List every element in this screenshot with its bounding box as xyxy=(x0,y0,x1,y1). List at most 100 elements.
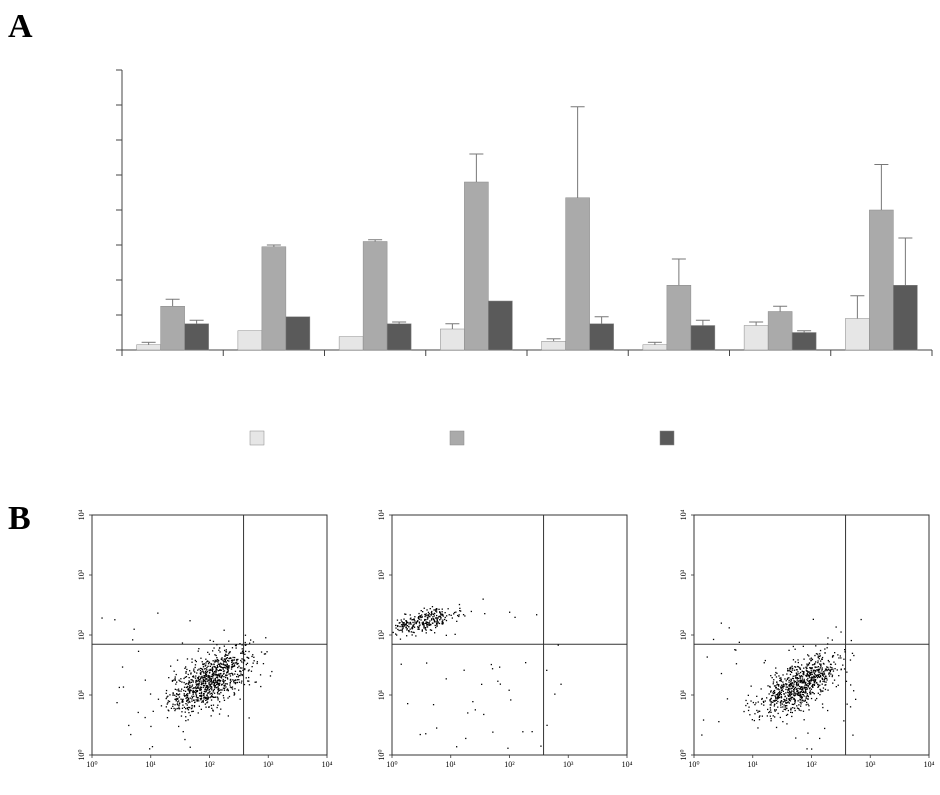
event-dot xyxy=(167,695,169,697)
event-dot xyxy=(406,628,408,630)
event-dot xyxy=(792,675,794,677)
event-dot xyxy=(800,687,802,689)
event-dot xyxy=(240,652,242,654)
event-dot xyxy=(402,624,404,626)
event-dot xyxy=(194,677,197,679)
event-dot xyxy=(222,659,224,662)
event-dot xyxy=(175,683,177,685)
event-dot xyxy=(197,650,199,652)
event-dot xyxy=(216,692,219,694)
event-dot xyxy=(206,699,208,701)
event-dot xyxy=(242,669,244,671)
bar xyxy=(362,241,388,351)
event-dot xyxy=(181,701,183,703)
event-dot xyxy=(403,625,405,627)
event-dot xyxy=(831,639,833,641)
event-dot xyxy=(206,660,208,663)
event-dot xyxy=(788,677,790,679)
event-dot xyxy=(192,690,194,692)
event-dot xyxy=(794,661,797,663)
event-dot xyxy=(196,679,198,682)
event-dot xyxy=(204,691,207,693)
event-dot xyxy=(819,737,821,740)
event-dot xyxy=(757,711,759,713)
bar xyxy=(237,330,263,351)
event-dot xyxy=(423,625,425,627)
event-dot xyxy=(804,684,806,686)
event-dot xyxy=(175,699,177,701)
event-dot xyxy=(404,613,406,615)
event-dot xyxy=(244,668,246,670)
event-dot xyxy=(196,684,198,686)
event-dot xyxy=(203,668,206,670)
event-dot xyxy=(791,669,794,671)
event-dot xyxy=(811,667,813,669)
event-dot xyxy=(800,709,802,712)
event-dot xyxy=(781,703,783,705)
event-dot xyxy=(803,674,805,676)
event-dot xyxy=(206,680,208,682)
event-dot xyxy=(230,687,233,689)
event-dot xyxy=(210,683,212,685)
event-dot xyxy=(812,671,814,673)
event-dot xyxy=(211,687,213,689)
event-dot xyxy=(434,617,437,619)
event-dot xyxy=(805,683,807,685)
event-dot xyxy=(236,662,238,664)
event-dot xyxy=(216,669,218,671)
event-dot xyxy=(189,689,192,691)
event-dot xyxy=(234,680,236,682)
event-dot xyxy=(794,694,796,696)
event-dot xyxy=(192,691,194,693)
event-dot xyxy=(229,686,232,688)
event-dot xyxy=(227,654,229,656)
event-dot xyxy=(439,619,441,621)
event-dot xyxy=(788,679,790,681)
event-dot xyxy=(775,699,778,701)
event-dot xyxy=(431,610,433,613)
event-dot xyxy=(222,668,224,670)
event-dot xyxy=(436,727,438,729)
event-dot xyxy=(768,693,770,695)
event-dot xyxy=(777,695,779,697)
event-dot xyxy=(217,686,219,688)
event-dot xyxy=(436,608,438,610)
event-dot xyxy=(801,682,803,684)
event-dot xyxy=(231,663,233,666)
event-dot xyxy=(413,626,416,628)
event-dot xyxy=(805,669,807,671)
event-dot xyxy=(428,622,430,624)
event-dot xyxy=(797,684,799,686)
event-dot xyxy=(229,657,232,659)
event-dot xyxy=(186,668,188,671)
event-dot xyxy=(791,682,793,685)
event-dot xyxy=(827,643,829,645)
event-dot xyxy=(228,640,230,642)
event-dot xyxy=(436,617,438,619)
event-dot xyxy=(843,668,846,670)
event-dot xyxy=(781,689,783,691)
event-dot xyxy=(204,676,206,679)
event-dot xyxy=(819,671,821,673)
event-dot xyxy=(508,689,510,691)
event-dot xyxy=(819,655,821,657)
event-dot xyxy=(789,686,791,688)
event-dot xyxy=(797,666,800,668)
event-dot xyxy=(787,692,790,694)
event-dot xyxy=(214,654,216,656)
event-dot xyxy=(456,620,458,622)
event-dot xyxy=(190,673,192,675)
event-dot xyxy=(221,689,223,691)
event-dot xyxy=(205,690,207,693)
event-dot xyxy=(227,690,229,692)
event-dot xyxy=(787,691,789,693)
event-dot xyxy=(811,691,813,693)
bar xyxy=(541,341,566,351)
event-dot xyxy=(492,731,494,733)
event-dot xyxy=(192,693,194,695)
event-dot xyxy=(806,674,808,676)
event-dot xyxy=(227,659,229,662)
event-dot xyxy=(811,676,813,678)
event-dot xyxy=(227,669,229,671)
event-dot xyxy=(207,692,209,694)
